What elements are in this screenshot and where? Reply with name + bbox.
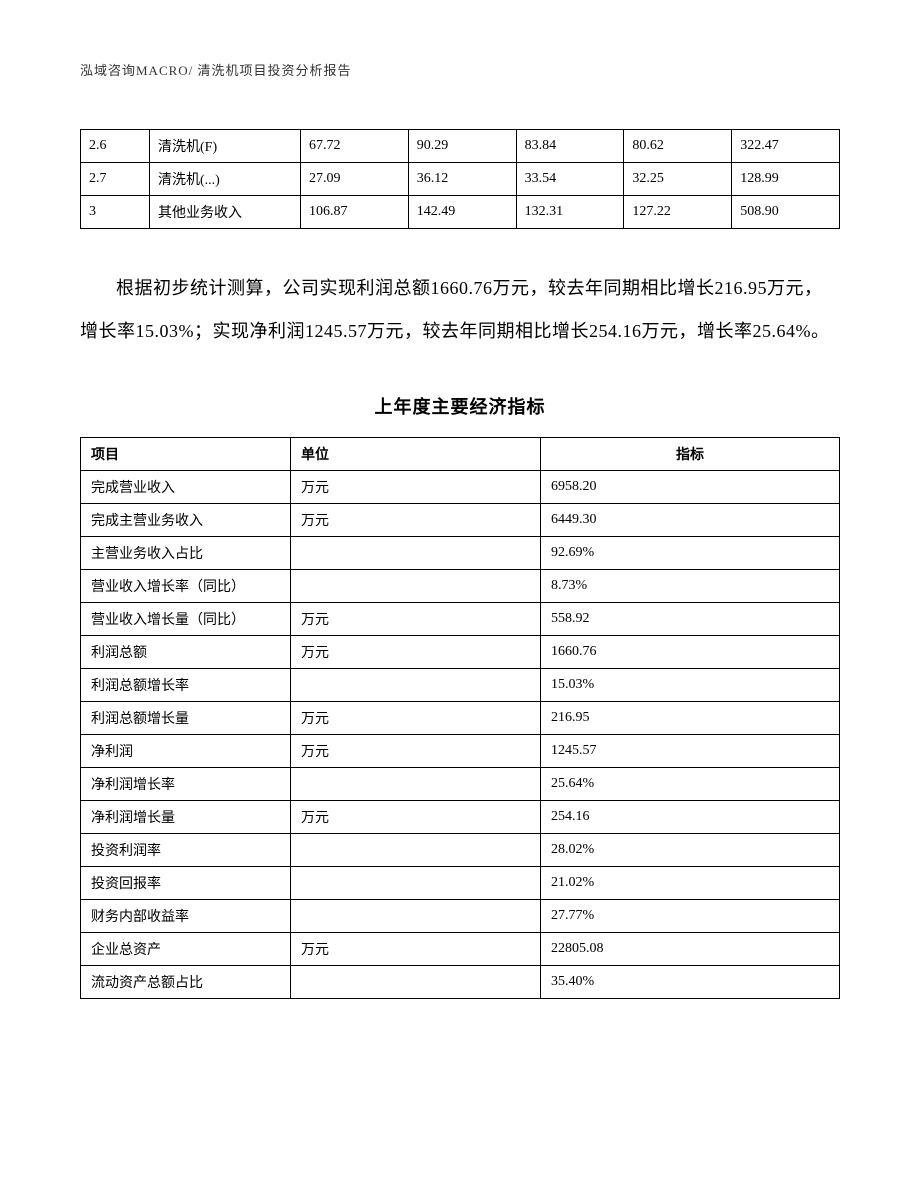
table-cell: 8.73% — [541, 570, 840, 603]
table-cell: 25.64% — [541, 768, 840, 801]
table-cell: 28.02% — [541, 834, 840, 867]
table-cell: 80.62 — [624, 130, 732, 163]
table-cell: 清洗机(...) — [150, 163, 301, 196]
table-cell — [291, 537, 541, 570]
table-cell: 1660.76 — [541, 636, 840, 669]
table-cell: 6449.30 — [541, 504, 840, 537]
page-header: 泓域咨询MACRO/ 清洗机项目投资分析报告 — [80, 60, 840, 79]
table-cell: 主营业务收入占比 — [81, 537, 291, 570]
table-cell: 132.31 — [516, 196, 624, 229]
table-cell: 万元 — [291, 801, 541, 834]
table-cell: 万元 — [291, 603, 541, 636]
table-cell: 3 — [81, 196, 150, 229]
revenue-breakdown-body: 2.6清洗机(F)67.7290.2983.8480.62322.472.7清洗… — [81, 130, 840, 229]
table-cell: 净利润增长量 — [81, 801, 291, 834]
table-cell: 流动资产总额占比 — [81, 966, 291, 999]
table-cell: 清洗机(F) — [150, 130, 301, 163]
table-cell: 558.92 — [541, 603, 840, 636]
table-cell — [291, 900, 541, 933]
table-cell: 利润总额 — [81, 636, 291, 669]
table-cell: 投资利润率 — [81, 834, 291, 867]
table-row: 利润总额增长率 15.03% — [81, 669, 840, 702]
indicators-header-row: 项目 单位 指标 — [81, 438, 840, 471]
table-cell: 216.95 — [541, 702, 840, 735]
table-cell: 67.72 — [300, 130, 408, 163]
table-cell: 27.09 — [300, 163, 408, 196]
revenue-breakdown-table: 2.6清洗机(F)67.7290.2983.8480.62322.472.7清洗… — [80, 129, 840, 229]
table-cell: 万元 — [291, 471, 541, 504]
table-cell: 净利润 — [81, 735, 291, 768]
table-cell: 投资回报率 — [81, 867, 291, 900]
table-cell: 33.54 — [516, 163, 624, 196]
table-row: 3其他业务收入106.87142.49132.31127.22508.90 — [81, 196, 840, 229]
table-row: 2.6清洗机(F)67.7290.2983.8480.62322.47 — [81, 130, 840, 163]
table-cell: 90.29 — [408, 130, 516, 163]
table-cell: 35.40% — [541, 966, 840, 999]
table-cell: 127.22 — [624, 196, 732, 229]
summary-paragraph: 根据初步统计测算，公司实现利润总额1660.76万元，较去年同期相比增长216.… — [80, 267, 840, 353]
table-cell: 利润总额增长量 — [81, 702, 291, 735]
table-cell: 254.16 — [541, 801, 840, 834]
table-cell: 万元 — [291, 933, 541, 966]
table-row: 完成主营业务收入万元6449.30 — [81, 504, 840, 537]
table-row: 主营业务收入占比 92.69% — [81, 537, 840, 570]
table-cell: 6958.20 — [541, 471, 840, 504]
table-cell: 36.12 — [408, 163, 516, 196]
table-row: 净利润增长率 25.64% — [81, 768, 840, 801]
table-cell: 净利润增长率 — [81, 768, 291, 801]
table-row: 投资回报率 21.02% — [81, 867, 840, 900]
indicators-title: 上年度主要经济指标 — [80, 393, 840, 419]
table-row: 净利润万元1245.57 — [81, 735, 840, 768]
table-cell: 万元 — [291, 504, 541, 537]
table-cell: 营业收入增长率（同比） — [81, 570, 291, 603]
table-row: 营业收入增长率（同比） 8.73% — [81, 570, 840, 603]
table-cell — [291, 867, 541, 900]
table-cell: 106.87 — [300, 196, 408, 229]
table-cell — [291, 669, 541, 702]
table-cell: 92.69% — [541, 537, 840, 570]
table-row: 完成营业收入万元6958.20 — [81, 471, 840, 504]
table-cell: 万元 — [291, 636, 541, 669]
table-cell: 27.77% — [541, 900, 840, 933]
header-item: 项目 — [81, 438, 291, 471]
table-row: 营业收入增长量（同比）万元558.92 — [81, 603, 840, 636]
table-cell: 128.99 — [732, 163, 840, 196]
table-cell — [291, 570, 541, 603]
table-row: 利润总额增长量万元216.95 — [81, 702, 840, 735]
table-cell: 完成主营业务收入 — [81, 504, 291, 537]
table-row: 财务内部收益率 27.77% — [81, 900, 840, 933]
table-cell — [291, 768, 541, 801]
table-cell: 营业收入增长量（同比） — [81, 603, 291, 636]
table-cell: 利润总额增长率 — [81, 669, 291, 702]
table-cell: 1245.57 — [541, 735, 840, 768]
table-cell: 财务内部收益率 — [81, 900, 291, 933]
table-cell — [291, 834, 541, 867]
table-cell: 完成营业收入 — [81, 471, 291, 504]
table-row: 净利润增长量万元254.16 — [81, 801, 840, 834]
table-cell: 万元 — [291, 702, 541, 735]
indicators-body: 完成营业收入万元6958.20完成主营业务收入万元6449.30主营业务收入占比… — [81, 471, 840, 999]
table-cell: 万元 — [291, 735, 541, 768]
table-row: 投资利润率 28.02% — [81, 834, 840, 867]
header-value: 指标 — [541, 438, 840, 471]
table-cell: 142.49 — [408, 196, 516, 229]
table-row: 企业总资产万元22805.08 — [81, 933, 840, 966]
table-cell: 21.02% — [541, 867, 840, 900]
table-cell: 2.7 — [81, 163, 150, 196]
table-row: 流动资产总额占比 35.40% — [81, 966, 840, 999]
table-row: 利润总额万元1660.76 — [81, 636, 840, 669]
table-cell: 企业总资产 — [81, 933, 291, 966]
table-cell: 83.84 — [516, 130, 624, 163]
table-cell — [291, 966, 541, 999]
header-unit: 单位 — [291, 438, 541, 471]
table-row: 2.7清洗机(...)27.0936.1233.5432.25128.99 — [81, 163, 840, 196]
table-cell: 508.90 — [732, 196, 840, 229]
table-cell: 15.03% — [541, 669, 840, 702]
table-cell: 22805.08 — [541, 933, 840, 966]
table-cell: 32.25 — [624, 163, 732, 196]
table-cell: 其他业务收入 — [150, 196, 301, 229]
indicators-table: 项目 单位 指标 完成营业收入万元6958.20完成主营业务收入万元6449.3… — [80, 437, 840, 999]
table-cell: 2.6 — [81, 130, 150, 163]
table-cell: 322.47 — [732, 130, 840, 163]
